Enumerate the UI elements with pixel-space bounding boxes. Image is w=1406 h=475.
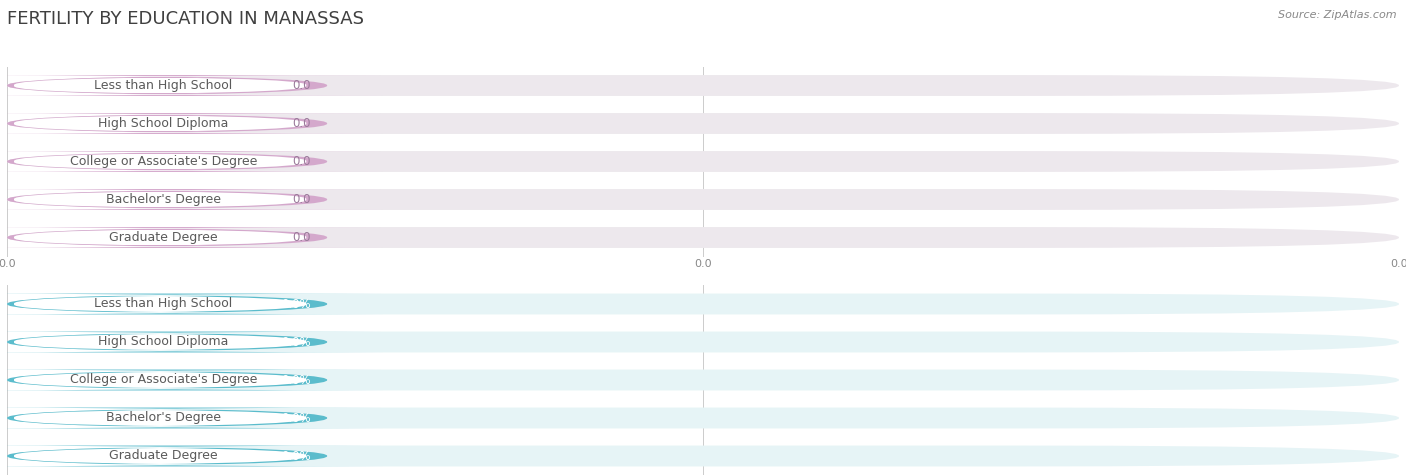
FancyBboxPatch shape xyxy=(0,333,321,351)
Text: 0.0%: 0.0% xyxy=(281,373,311,387)
Text: 0.0: 0.0 xyxy=(292,79,311,92)
FancyBboxPatch shape xyxy=(7,113,1399,134)
Text: High School Diploma: High School Diploma xyxy=(98,117,229,130)
Text: Source: ZipAtlas.com: Source: ZipAtlas.com xyxy=(1278,10,1396,19)
FancyBboxPatch shape xyxy=(0,114,321,133)
FancyBboxPatch shape xyxy=(7,446,1399,466)
FancyBboxPatch shape xyxy=(0,113,382,134)
FancyBboxPatch shape xyxy=(0,228,321,247)
FancyBboxPatch shape xyxy=(7,294,1399,314)
Text: 0.0: 0.0 xyxy=(292,231,311,244)
Text: Graduate Degree: Graduate Degree xyxy=(110,449,218,463)
Text: College or Associate's Degree: College or Associate's Degree xyxy=(70,373,257,387)
FancyBboxPatch shape xyxy=(7,75,1399,96)
Text: FERTILITY BY EDUCATION IN MANASSAS: FERTILITY BY EDUCATION IN MANASSAS xyxy=(7,10,364,28)
FancyBboxPatch shape xyxy=(0,370,382,390)
FancyBboxPatch shape xyxy=(7,151,1399,172)
FancyBboxPatch shape xyxy=(7,227,1399,248)
Text: 0.0: 0.0 xyxy=(292,117,311,130)
FancyBboxPatch shape xyxy=(7,370,1399,390)
FancyBboxPatch shape xyxy=(0,447,321,465)
Text: College or Associate's Degree: College or Associate's Degree xyxy=(70,155,257,168)
Text: 0.0: 0.0 xyxy=(292,155,311,168)
FancyBboxPatch shape xyxy=(0,446,382,466)
FancyBboxPatch shape xyxy=(0,227,382,248)
Text: Graduate Degree: Graduate Degree xyxy=(110,231,218,244)
FancyBboxPatch shape xyxy=(0,371,321,389)
Text: Less than High School: Less than High School xyxy=(94,79,233,92)
FancyBboxPatch shape xyxy=(0,75,382,96)
FancyBboxPatch shape xyxy=(0,152,321,171)
FancyBboxPatch shape xyxy=(0,151,382,172)
FancyBboxPatch shape xyxy=(0,189,382,210)
FancyBboxPatch shape xyxy=(0,295,321,313)
Text: High School Diploma: High School Diploma xyxy=(98,335,229,349)
FancyBboxPatch shape xyxy=(7,189,1399,210)
Text: 0.0%: 0.0% xyxy=(281,335,311,349)
FancyBboxPatch shape xyxy=(0,408,382,428)
Text: 0.0%: 0.0% xyxy=(281,411,311,425)
FancyBboxPatch shape xyxy=(7,408,1399,428)
FancyBboxPatch shape xyxy=(0,76,321,95)
Text: 0.0%: 0.0% xyxy=(281,449,311,463)
Text: 0.0: 0.0 xyxy=(292,193,311,206)
FancyBboxPatch shape xyxy=(0,332,382,352)
FancyBboxPatch shape xyxy=(0,409,321,427)
Text: Bachelor's Degree: Bachelor's Degree xyxy=(105,193,221,206)
FancyBboxPatch shape xyxy=(0,294,382,314)
Text: Less than High School: Less than High School xyxy=(94,297,233,311)
Text: 0.0%: 0.0% xyxy=(281,297,311,311)
Text: Bachelor's Degree: Bachelor's Degree xyxy=(105,411,221,425)
FancyBboxPatch shape xyxy=(0,190,321,209)
FancyBboxPatch shape xyxy=(7,332,1399,352)
